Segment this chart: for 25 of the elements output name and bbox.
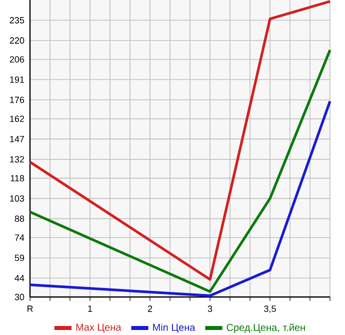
y-tick-label: 206 xyxy=(10,56,24,63)
y-tick-label: 74 xyxy=(14,234,24,241)
y-tick-label: 235 xyxy=(10,17,24,24)
line-series xyxy=(28,48,332,293)
x-tick-label: 1 xyxy=(88,306,92,312)
y-tick-label: 30 xyxy=(14,294,24,300)
y-tick-label: 44 xyxy=(14,275,24,282)
legend-label: Min Цена xyxy=(153,324,196,333)
y-tick-label: 59 xyxy=(14,254,24,262)
y-tick-label: 103 xyxy=(10,195,24,202)
y-tick-label: 147 xyxy=(10,136,24,142)
y-tick-label: 88 xyxy=(14,216,24,222)
y-tick-label: 191 xyxy=(10,76,24,83)
legend-label: Сред.Цена, т.йен xyxy=(226,323,305,333)
y-tick-label: 176 xyxy=(10,96,24,104)
x-tick-label: 3 xyxy=(208,306,212,312)
legend-label: Max Цена xyxy=(76,324,122,333)
y-tick-label: 220 xyxy=(10,37,24,44)
x-tick-label: 3,5 xyxy=(264,306,276,313)
x-tick-label: 2 xyxy=(148,306,152,312)
x-tick-label: R xyxy=(27,306,33,312)
y-tick-label: 162 xyxy=(10,116,24,122)
line-series xyxy=(28,0,332,281)
y-tick-label: 132 xyxy=(10,156,24,162)
y-tick-label: 118 xyxy=(10,175,24,182)
